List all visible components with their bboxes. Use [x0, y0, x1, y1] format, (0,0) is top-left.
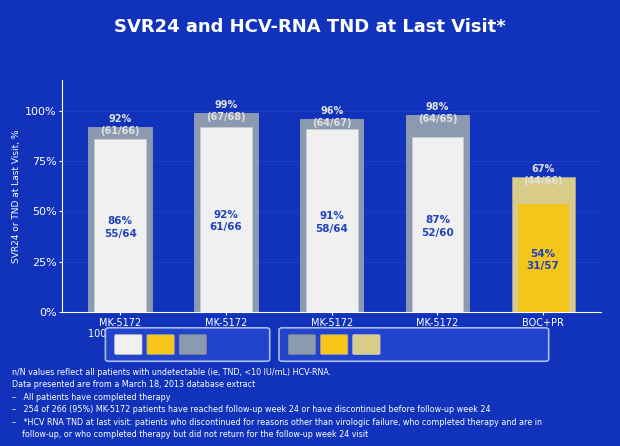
Text: 55/64: 55/64	[104, 228, 136, 239]
Bar	[94, 139, 146, 312]
Text: 58/64: 58/64	[315, 223, 348, 234]
Text: 86%: 86%	[108, 216, 133, 227]
Text: 61/66: 61/66	[210, 223, 242, 232]
Text: 91%: 91%	[319, 211, 344, 221]
Text: 87%: 87%	[425, 215, 450, 225]
Text: 52/60: 52/60	[421, 227, 454, 238]
Bar	[89, 127, 152, 312]
Text: 96%: 96%	[320, 106, 343, 116]
Text: SVR24: SVR24	[195, 338, 239, 351]
Bar	[306, 129, 358, 312]
Text: n/N values reflect all patients with undetectable (ie, TND, <10 IU/mL) HCV-RNA.: n/N values reflect all patients with und…	[12, 368, 332, 377]
Bar	[412, 137, 463, 312]
Bar	[512, 177, 575, 312]
Text: follow-up, or who completed therapy but did not return for the follow-up week 24: follow-up, or who completed therapy but …	[12, 430, 369, 439]
Text: Data presented are from a March 18, 2013 database extract: Data presented are from a March 18, 2013…	[12, 380, 255, 389]
Bar	[194, 112, 258, 312]
Text: (61/66): (61/66)	[100, 126, 140, 136]
Text: 92%: 92%	[108, 114, 132, 124]
Text: 99%: 99%	[215, 99, 237, 110]
Bar	[405, 115, 469, 312]
Text: –   *HCV RNA TND at last visit: patients who discontinued for reasons other than: – *HCV RNA TND at last visit: patients w…	[12, 418, 542, 427]
Bar	[200, 127, 252, 312]
Text: 67%: 67%	[531, 164, 555, 174]
Text: 92%: 92%	[213, 211, 238, 220]
Text: (64/65): (64/65)	[418, 114, 457, 124]
Text: 31/57: 31/57	[527, 261, 560, 271]
Text: 98%: 98%	[426, 102, 449, 112]
Text: 54%: 54%	[531, 249, 556, 259]
Text: –   All patients have completed therapy: – All patients have completed therapy	[12, 393, 171, 402]
Bar	[517, 203, 569, 312]
Text: (44/66): (44/66)	[523, 176, 563, 186]
Text: –   254 of 266 (95%) MK-5172 patients have reached follow-up week 24 or have dis: – 254 of 266 (95%) MK-5172 patients have…	[12, 405, 491, 414]
Text: HCV-RNA TND at last visit*: HCV-RNA TND at last visit*	[345, 338, 523, 351]
Text: (67/68): (67/68)	[206, 112, 246, 122]
Y-axis label: SVR24 or TND at Last Visit, %: SVR24 or TND at Last Visit, %	[12, 129, 20, 263]
Text: (64/67): (64/67)	[312, 118, 352, 128]
Text: SVR24 and HCV-RNA TND at Last Visit*: SVR24 and HCV-RNA TND at Last Visit*	[114, 18, 506, 36]
Bar	[300, 119, 363, 312]
